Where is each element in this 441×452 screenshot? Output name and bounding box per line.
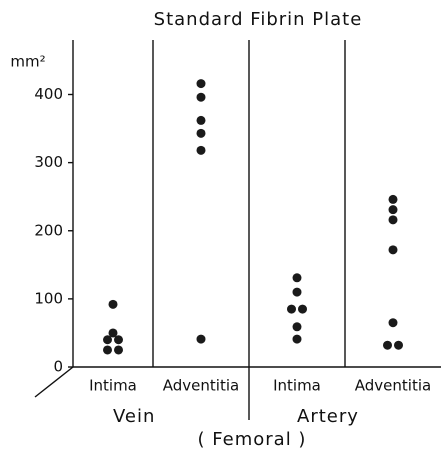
- data-point: [287, 304, 296, 314]
- y-axis-label: mm²: [10, 53, 45, 71]
- data-point: [388, 194, 398, 204]
- y-tick-label: 200: [34, 221, 63, 239]
- y-tick-label: 0: [53, 358, 63, 376]
- data-point: [394, 340, 403, 350]
- footer-label: ( Femoral ): [198, 429, 307, 450]
- data-point: [103, 335, 112, 345]
- data-point: [388, 205, 398, 215]
- data-point: [388, 215, 398, 225]
- data-point: [196, 128, 206, 138]
- data-point: [292, 322, 302, 332]
- axis-corner: [34, 366, 74, 398]
- group-label: Vein: [113, 406, 155, 427]
- data-point: [108, 299, 118, 309]
- data-point: [108, 328, 118, 338]
- data-point: [292, 273, 302, 283]
- y-tick-label: 100: [34, 289, 63, 307]
- data-point: [388, 318, 398, 328]
- data-point: [114, 345, 123, 355]
- x-tick-label: Intima: [273, 377, 321, 395]
- data-point: [298, 304, 307, 314]
- x-tick-label: Adventitia: [355, 377, 431, 395]
- data-point: [292, 334, 302, 344]
- data-point: [196, 145, 206, 155]
- group-label: Artery: [297, 406, 359, 427]
- data-point: [114, 335, 123, 345]
- chart-title: Standard Fibrin Plate: [154, 9, 363, 30]
- data-point: [383, 340, 392, 350]
- y-tick-label: 400: [34, 85, 63, 103]
- data-point: [292, 287, 302, 297]
- data-point: [388, 245, 398, 255]
- x-tick-label: Adventitia: [163, 377, 239, 395]
- data-point: [103, 345, 112, 355]
- data-point: [196, 334, 206, 344]
- x-tick-label: Intima: [89, 377, 137, 395]
- data-point: [196, 79, 206, 89]
- data-point: [196, 115, 206, 125]
- y-tick-label: 300: [34, 153, 63, 171]
- data-point: [196, 92, 206, 102]
